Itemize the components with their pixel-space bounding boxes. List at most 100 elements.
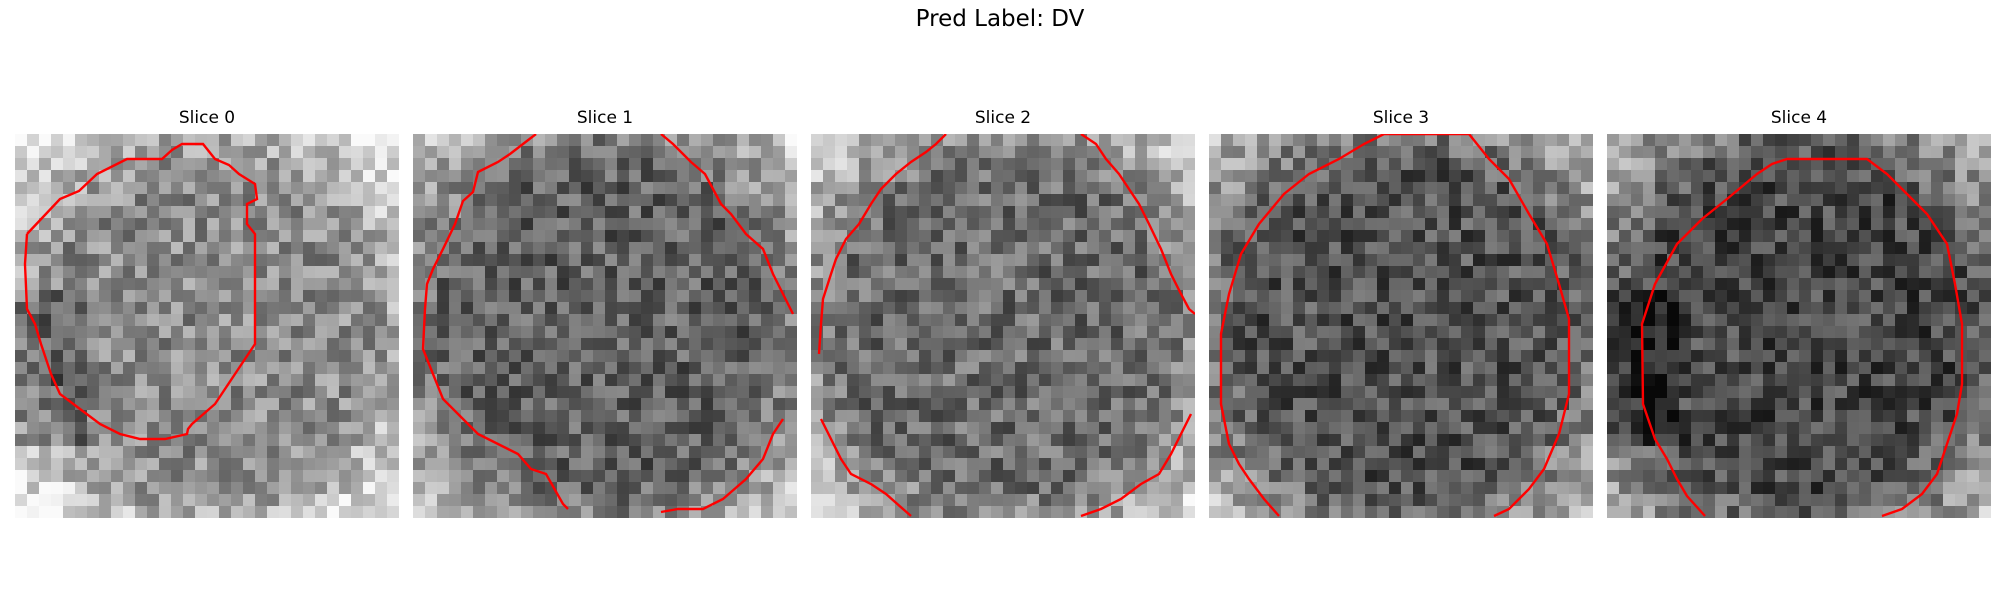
pixel	[1003, 470, 1016, 483]
pixel	[1461, 506, 1474, 518]
pixel	[1449, 266, 1462, 279]
pixel	[1581, 266, 1593, 279]
pixel	[1183, 494, 1195, 507]
pixel	[1871, 410, 1884, 423]
pixel	[1183, 278, 1195, 291]
pixel	[1437, 338, 1450, 351]
pixel	[1123, 266, 1136, 279]
pixel	[87, 398, 100, 411]
pixel	[497, 206, 510, 219]
pixel	[1135, 230, 1148, 243]
pixel	[291, 506, 304, 518]
pixel	[677, 242, 690, 255]
pixel	[1015, 326, 1028, 339]
pixel	[1003, 218, 1016, 231]
pixel	[1111, 398, 1124, 411]
pixel	[509, 170, 522, 183]
pixel	[931, 374, 944, 387]
pixel	[967, 218, 980, 231]
pixel	[737, 314, 750, 327]
pixel	[449, 314, 462, 327]
pixel	[1365, 254, 1378, 267]
pixel	[1679, 422, 1692, 435]
pixel	[907, 482, 920, 495]
pixel	[785, 422, 797, 435]
pixel	[835, 398, 848, 411]
pixel	[1401, 170, 1414, 183]
pixel	[1871, 182, 1884, 195]
pixel	[1871, 254, 1884, 267]
pixel	[39, 326, 52, 339]
pixel	[653, 338, 666, 351]
pixel	[1655, 362, 1668, 375]
pixel	[653, 254, 666, 267]
pixel	[1099, 458, 1112, 471]
pixel	[195, 458, 208, 471]
pixel	[231, 458, 244, 471]
pixel	[1353, 338, 1366, 351]
pixel	[509, 350, 522, 363]
pixel	[1027, 374, 1040, 387]
pixel	[171, 458, 184, 471]
pixel	[677, 482, 690, 495]
pixel	[1135, 446, 1148, 459]
pixel	[1497, 218, 1510, 231]
pixel	[15, 242, 28, 255]
pixel	[1643, 314, 1656, 327]
pixel	[1317, 242, 1330, 255]
pixel	[931, 398, 944, 411]
pixel	[919, 254, 932, 267]
pixel	[1281, 230, 1294, 243]
pixel	[1607, 410, 1620, 423]
pixel	[1171, 170, 1184, 183]
pixel	[1907, 386, 1920, 399]
pixel	[111, 410, 124, 423]
pixel	[859, 254, 872, 267]
pixel	[1667, 350, 1680, 363]
pixel	[231, 506, 244, 518]
pixel	[1449, 182, 1462, 195]
pixel	[725, 314, 738, 327]
pixel	[1147, 194, 1160, 207]
pixel	[1485, 374, 1498, 387]
pixel	[363, 398, 376, 411]
pixel	[183, 362, 196, 375]
pixel	[473, 458, 486, 471]
pixel	[1039, 494, 1052, 507]
pixel	[1015, 506, 1028, 518]
pixel	[1087, 494, 1100, 507]
pixel	[171, 302, 184, 315]
pixel	[967, 314, 980, 327]
pixel	[339, 158, 352, 171]
pixel	[1063, 314, 1076, 327]
pixel	[171, 278, 184, 291]
pixel	[111, 302, 124, 315]
pixel	[713, 146, 726, 159]
pixel	[291, 314, 304, 327]
pixel	[1051, 434, 1064, 447]
pixel	[1159, 338, 1172, 351]
pixel	[823, 254, 836, 267]
pixel	[1389, 194, 1402, 207]
pixel	[1159, 182, 1172, 195]
pixel	[1353, 362, 1366, 375]
pixel	[991, 206, 1004, 219]
pixel	[303, 134, 316, 147]
pixel	[267, 362, 280, 375]
pixel	[605, 350, 618, 363]
pixel	[1099, 482, 1112, 495]
pixel	[967, 266, 980, 279]
pixel	[859, 134, 872, 147]
pixel	[1763, 386, 1776, 399]
pixel	[1135, 254, 1148, 267]
pixel	[1679, 314, 1692, 327]
pixel	[1123, 158, 1136, 171]
pixel	[485, 206, 498, 219]
pixel	[339, 230, 352, 243]
pixel	[1063, 398, 1076, 411]
pixel	[883, 266, 896, 279]
pixel	[509, 266, 522, 279]
pixel	[1389, 446, 1402, 459]
pixel	[1305, 266, 1318, 279]
pixel	[689, 206, 702, 219]
